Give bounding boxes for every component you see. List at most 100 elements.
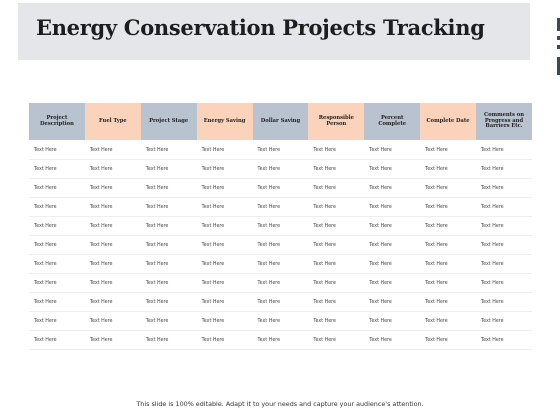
table-cell: Text Here <box>476 273 532 293</box>
table-cell: Text Here <box>196 197 253 217</box>
table-row: Text Here Text Here Text Here Text Here Text… <box>29 178 532 198</box>
column-header: Comments on Progress and Barriers Etc. <box>476 102 532 141</box>
column-header: Responsible Person <box>308 102 365 141</box>
table-row: Text Here Text Here Text Here Text Here Text… <box>29 292 532 312</box>
column-header: Project Description <box>29 102 85 141</box>
column-header: Project Stage <box>140 102 197 141</box>
table-cell: Text Here <box>140 197 197 217</box>
table-cell: Text Here <box>476 254 532 274</box>
table-cell: Text Here <box>420 140 476 160</box>
table-cell: Text Here <box>364 311 421 331</box>
column-header: Complete Date <box>420 102 476 141</box>
table-cell: Text Here <box>196 178 253 198</box>
table-cell: Text Here <box>84 159 141 179</box>
table-row: Text Here Text Here Text Here Text Here Text… <box>29 159 532 179</box>
table-cell: Text Here <box>420 330 476 350</box>
table-cell: Text Here <box>84 330 141 350</box>
table-cell: Text Here <box>252 235 309 255</box>
table-cell: Text Here <box>420 216 476 236</box>
table-cell: Text Here <box>252 178 309 198</box>
table-cell: Text Here <box>308 330 365 350</box>
table-cell: Text Here <box>84 311 141 331</box>
table-cell: Text Here <box>196 140 253 160</box>
table-cell: Text Here <box>252 140 309 160</box>
table-row: Text Here Text Here Text Here Text Here Text… <box>29 216 532 236</box>
table-cell: Text Here <box>308 235 365 255</box>
table-cell: Text Here <box>252 292 309 312</box>
table-cell: Text Here <box>140 235 197 255</box>
title-band <box>18 3 530 60</box>
table-cell: Text Here <box>308 311 365 331</box>
table-cell: Text Here <box>84 292 141 312</box>
table-cell: Text Here <box>476 235 532 255</box>
table-cell: Text Here <box>196 216 253 236</box>
table-cell: Text Here <box>29 197 85 217</box>
table-cell: Text Here <box>140 292 197 312</box>
table-cell: Text Here <box>420 159 476 179</box>
table-cell: Text Here <box>364 254 421 274</box>
table-cell: Text Here <box>364 197 421 217</box>
table-cell: Text Here <box>252 311 309 331</box>
table-cell: Text Here <box>252 273 309 293</box>
table-cell: Text Here <box>84 254 141 274</box>
table-cell: Text Here <box>476 311 532 331</box>
table-cell: Text Here <box>84 140 141 160</box>
table-cell: Text Here <box>29 330 85 350</box>
column-header: Percent Complete <box>364 102 421 141</box>
table-cell: Text Here <box>476 159 532 179</box>
table-cell: Text Here <box>29 178 85 198</box>
table-cell: Text Here <box>140 273 197 293</box>
table-cell: Text Here <box>140 311 197 331</box>
table-cell: Text Here <box>84 197 141 217</box>
table-cell: Text Here <box>140 216 197 236</box>
table-cell: Text Here <box>476 216 532 236</box>
table-cell: Text Here <box>252 254 309 274</box>
table-cell: Text Here <box>420 178 476 198</box>
table-cell: Text Here <box>196 330 253 350</box>
table-cell: Text Here <box>140 159 197 179</box>
table-cell: Text Here <box>29 235 85 255</box>
table-cell: Text Here <box>252 159 309 179</box>
table-cell: Text Here <box>196 311 253 331</box>
table-cell: Text Here <box>364 273 421 293</box>
table-cell: Text Here <box>364 292 421 312</box>
table-cell: Text Here <box>308 273 365 293</box>
table-cell: Text Here <box>476 330 532 350</box>
table-cell: Text Here <box>29 273 85 293</box>
table-cell: Text Here <box>84 178 141 198</box>
table-cell: Text Here <box>29 159 85 179</box>
table-cell: Text Here <box>196 159 253 179</box>
table-cell: Text Here <box>364 178 421 198</box>
table-cell: Text Here <box>364 235 421 255</box>
table-cell: Text Here <box>252 330 309 350</box>
table-cell: Text Here <box>140 330 197 350</box>
table-row: Text Here Text Here Text Here Text Here Text… <box>29 311 532 331</box>
table-cell: Text Here <box>364 216 421 236</box>
table-cell: Text Here <box>84 273 141 293</box>
table-cell: Text Here <box>196 254 253 274</box>
table-cell: Text Here <box>29 292 85 312</box>
table-row: Text Here Text Here Text Here Text Here Text… <box>29 140 532 160</box>
table-cell: Text Here <box>364 159 421 179</box>
table-cell: Text Here <box>476 292 532 312</box>
table-cell: Text Here <box>364 140 421 160</box>
table-cell: Text Here <box>476 178 532 198</box>
table-cell: Text Here <box>140 254 197 274</box>
table-cell: Text Here <box>420 311 476 331</box>
table-row: Text Here Text Here Text Here Text Here Text… <box>29 330 532 350</box>
table-cell: Text Here <box>420 273 476 293</box>
table-row: Text Here Text Here Text Here Text Here Text… <box>29 273 532 293</box>
table-cell: Text Here <box>476 197 532 217</box>
table-cell: Text Here <box>84 216 141 236</box>
edge-mark <box>557 18 560 31</box>
column-header: Fuel Type <box>84 102 141 141</box>
column-header: Energy Saving <box>196 102 253 141</box>
table-cell: Text Here <box>420 235 476 255</box>
edge-mark <box>557 57 560 75</box>
table-cell: Text Here <box>140 140 197 160</box>
table-cell: Text Here <box>140 178 197 198</box>
table-row: Text Here Text Here Text Here Text Here Text… <box>29 235 532 255</box>
column-header: Dollar Saving <box>252 102 309 141</box>
table-cell: Text Here <box>84 235 141 255</box>
slide-title: Energy Conservation Projects Tracking <box>36 15 485 40</box>
